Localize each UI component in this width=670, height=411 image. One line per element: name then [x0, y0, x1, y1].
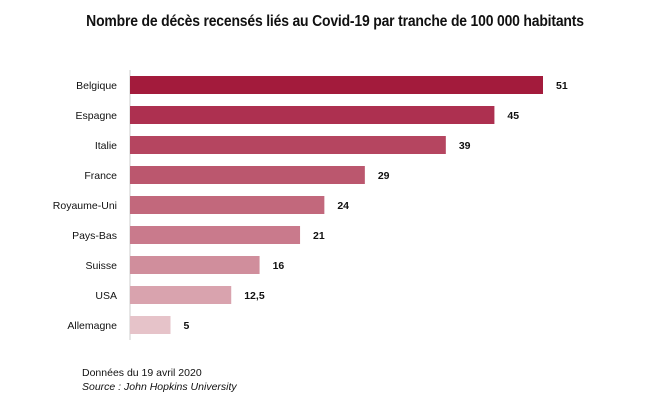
category-label: Allemagne [67, 320, 117, 332]
category-label: Suisse [85, 260, 117, 272]
date-note: Données du 19 avril 2020 [82, 367, 202, 379]
value-label: 51 [556, 80, 568, 92]
bars-layer: Belgique 51 Espagne 45 Italie 39 France 29 Royau… [53, 76, 568, 334]
category-label: Pays-Bas [72, 230, 117, 242]
value-label: 21 [313, 230, 325, 242]
bar [130, 256, 260, 274]
value-label: 24 [337, 200, 349, 212]
category-label: Royaume-Uni [53, 200, 117, 212]
value-label: 16 [273, 260, 285, 272]
bar [130, 286, 232, 304]
category-label: France [84, 170, 117, 182]
source-note: Source : John Hopkins University [82, 381, 237, 393]
bar [130, 136, 446, 154]
value-label: 39 [459, 140, 471, 152]
bar [130, 316, 171, 334]
bar [130, 106, 495, 124]
bar [130, 166, 365, 184]
chart-title: Nombre de décès recensés liés au Covid-1… [86, 13, 584, 30]
category-label: USA [95, 290, 117, 302]
bar [130, 196, 325, 214]
value-label: 29 [378, 170, 390, 182]
category-label: Italie [95, 140, 117, 152]
category-label: Belgique [76, 80, 117, 92]
bar [130, 76, 543, 94]
value-label: 45 [507, 110, 519, 122]
category-label: Espagne [76, 110, 118, 122]
bar [130, 226, 301, 244]
value-label: 5 [183, 320, 189, 332]
value-label: 12,5 [244, 290, 265, 302]
